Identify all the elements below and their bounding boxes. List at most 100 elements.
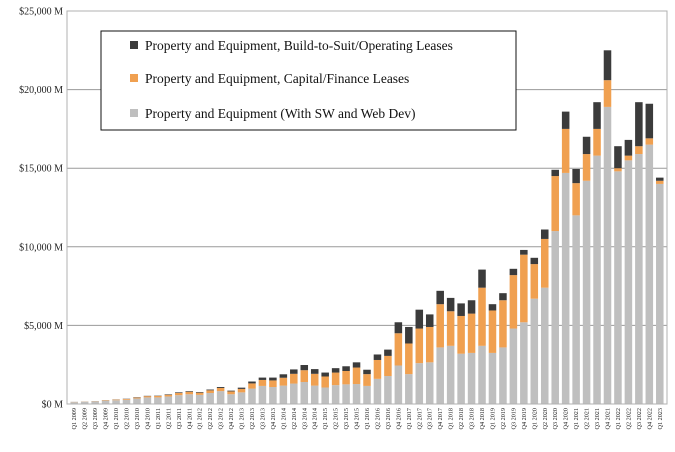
bar-stack	[206, 389, 214, 404]
x-tick-label: Q3 2012	[218, 408, 225, 429]
bar-stack	[237, 387, 246, 404]
bar-segment-capital	[572, 183, 580, 216]
bar-stack	[143, 395, 152, 404]
bar-segment-bts	[520, 249, 528, 255]
bar-segment-pe	[530, 298, 539, 404]
bar-segment-bts	[394, 322, 403, 334]
bar-segment-bts	[582, 136, 591, 155]
bar-segment-pe	[321, 387, 329, 404]
bar-segment-capital	[520, 254, 528, 323]
bar-segment-pe	[446, 345, 455, 404]
x-tick-label: Q2 2009	[82, 408, 89, 429]
bar-stack	[384, 349, 392, 404]
bar-segment-capital	[195, 392, 204, 395]
bar-stack	[405, 326, 413, 404]
bar-segment-bts	[216, 387, 225, 388]
bar-segment-capital	[603, 80, 612, 107]
bar-segment-pe	[645, 144, 654, 404]
bar-segment-capital	[467, 313, 476, 353]
x-tick-label: Q1 2011	[155, 408, 162, 429]
bar-stack	[614, 146, 622, 404]
bar-segment-bts	[509, 268, 518, 276]
bar-stack	[467, 300, 476, 404]
bar-stack	[363, 369, 371, 404]
bar-segment-bts	[415, 309, 424, 329]
bar-segment-pe	[509, 328, 518, 404]
bar-segment-capital	[384, 355, 392, 377]
x-tick-label: Q3 2014	[301, 408, 308, 429]
bar-segment-pe	[175, 395, 183, 404]
bar-segment-capital	[237, 388, 246, 393]
bar-segment-pe	[342, 384, 350, 404]
bar-segment-pe	[122, 399, 131, 404]
bars	[70, 50, 664, 404]
bar-stack	[80, 401, 89, 404]
bar-stack	[551, 169, 559, 404]
bar-stack	[133, 397, 141, 404]
x-tick-label: Q1 2010	[113, 408, 120, 429]
bar-segment-bts	[603, 50, 612, 81]
bar-stack	[436, 290, 444, 404]
bar-segment-capital	[154, 395, 162, 398]
bar-segment-capital	[499, 300, 507, 348]
legend-label-capital: Property and Equipment, Capital/Finance …	[145, 71, 409, 86]
x-tick-label: Q3 2017	[427, 408, 434, 429]
bar-segment-capital	[593, 128, 601, 156]
x-tick-label: Q4 2019	[521, 408, 528, 429]
bar-stack	[227, 390, 235, 404]
bar-stack	[446, 297, 455, 404]
bar-segment-capital	[321, 376, 329, 388]
bar-segment-bts	[478, 269, 486, 288]
y-tick-label: $25,000 M	[19, 7, 63, 18]
bar-segment-pe	[133, 398, 141, 404]
bar-segment-bts	[614, 146, 622, 169]
bar-segment-pe	[352, 384, 361, 404]
bar-segment-pe	[457, 353, 465, 404]
bar-segment-pe	[195, 394, 204, 404]
y-tick-label: $0 M	[42, 400, 64, 411]
bar-segment-pe	[520, 322, 528, 404]
bar-segment-bts	[488, 304, 497, 311]
bar-segment-pe	[488, 352, 497, 404]
bar-segment-bts	[248, 381, 256, 384]
x-tick-label: Q3 2020	[552, 408, 559, 429]
x-tick-label: Q3 2015	[343, 408, 350, 429]
bar-segment-pe	[101, 400, 110, 404]
x-tick-label: Q4 2017	[437, 408, 444, 429]
bar-segment-pe	[561, 172, 570, 404]
bar-segment-bts	[540, 229, 549, 239]
bar-stack	[70, 401, 78, 404]
x-tick-label: Q1 2018	[448, 408, 455, 429]
bar-stack	[258, 377, 267, 404]
bar-segment-capital	[415, 328, 424, 364]
x-tick-label: Q2 2012	[207, 408, 214, 429]
bar-segment-bts	[467, 300, 476, 314]
bar-segment-bts	[425, 314, 434, 327]
bar-segment-bts	[436, 290, 444, 305]
bar-segment-capital	[645, 138, 654, 145]
x-tick-label: Q2 2019	[500, 408, 507, 429]
x-tick-label: Q4 2009	[103, 408, 110, 429]
bar-segment-bts	[237, 387, 246, 389]
bar-stack	[352, 362, 361, 404]
bar-segment-bts	[290, 369, 298, 374]
bar-segment-capital	[530, 264, 539, 299]
bar-segment-capital	[394, 333, 403, 366]
bar-segment-bts	[331, 368, 340, 373]
bar-segment-bts	[457, 303, 465, 316]
y-axis: $0 M $5,000 M $10,000 M $15,000 M $20,000 M $…	[19, 7, 63, 411]
bar-segment-bts	[352, 362, 361, 368]
bar-stack	[154, 395, 162, 404]
bar-segment-bts	[530, 257, 539, 265]
bar-segment-pe	[478, 345, 486, 404]
x-tick-label: Q4 2018	[479, 408, 486, 429]
x-tick-label: Q4 2022	[646, 408, 653, 429]
bar-segment-pe	[405, 374, 413, 404]
bar-segment-pe	[91, 401, 99, 404]
bar-stack	[164, 394, 173, 404]
bar-segment-capital	[405, 343, 413, 375]
bar-segment-capital	[175, 393, 183, 396]
bar-stack	[488, 304, 497, 404]
bar-segment-pe	[572, 215, 580, 404]
